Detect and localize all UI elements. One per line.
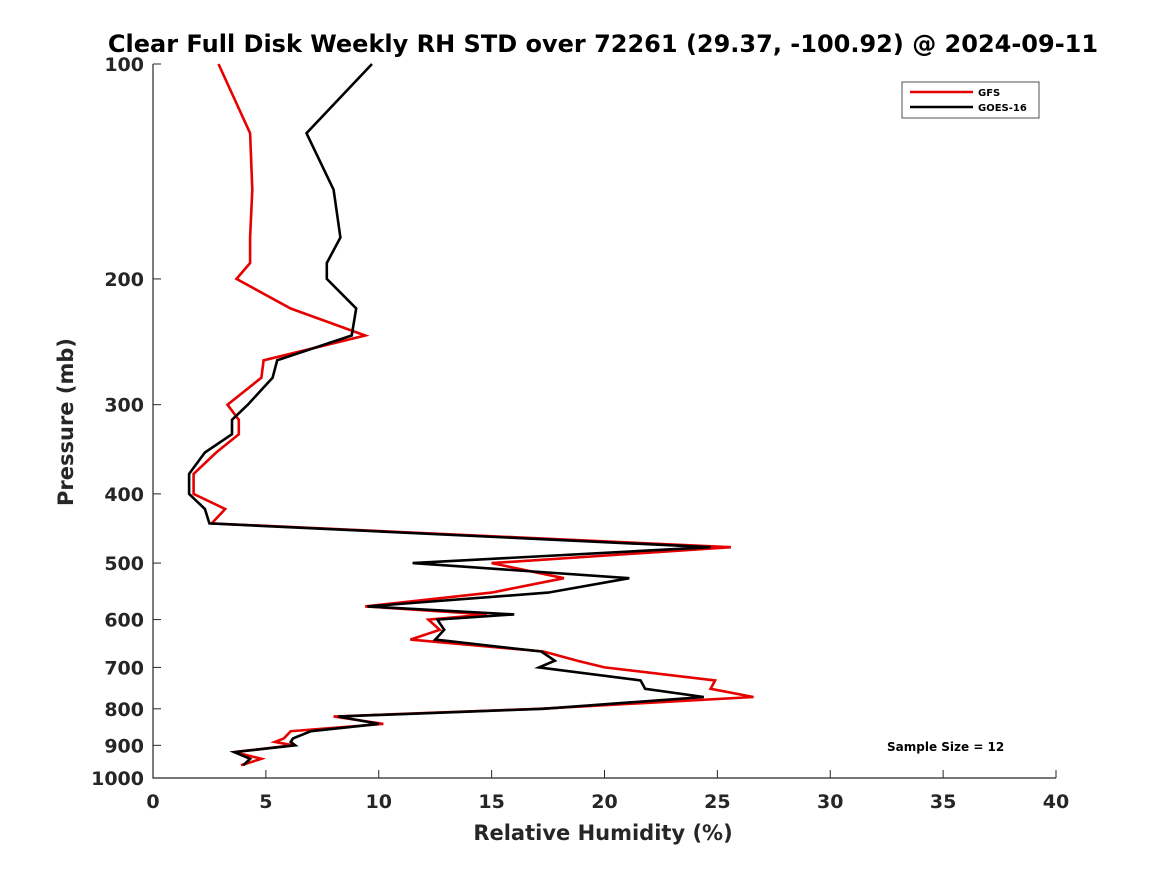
- y-tick-label: 900: [104, 735, 144, 757]
- x-tick-label: 40: [1043, 791, 1069, 813]
- x-tick-label: 20: [591, 791, 617, 813]
- series-line-gfs: [192, 63, 754, 767]
- y-tick-label: 200: [104, 269, 144, 291]
- y-axis-ticks: 100 200 300 400 500 600 700 800 900 1000: [91, 54, 161, 790]
- x-tick-label: 25: [704, 791, 730, 813]
- axes-frame: [152, 64, 1056, 779]
- y-tick-label: 700: [104, 657, 144, 679]
- y-tick-label: 500: [104, 553, 144, 575]
- y-axis-label: Pressure (mb): [54, 338, 78, 506]
- x-tick-label: 10: [366, 791, 392, 813]
- y-tick-label: 400: [104, 484, 144, 506]
- y-tick-label: 1000: [91, 768, 144, 790]
- y-tick-label: 300: [104, 395, 144, 417]
- y-tick-label: 600: [104, 610, 144, 632]
- series-line-goes-16: [187, 63, 711, 767]
- x-tick-label: 30: [817, 791, 843, 813]
- legend-label-gfs: GFS: [978, 88, 1000, 99]
- y-tick-label: 100: [104, 54, 144, 76]
- x-tick-label: 15: [478, 791, 504, 813]
- x-axis-label: Relative Humidity (%): [473, 821, 732, 845]
- sample-size-annotation: Sample Size = 12: [887, 740, 1004, 754]
- series-lines: [187, 63, 754, 767]
- x-tick-label: 5: [259, 791, 272, 813]
- y-tick-label: 800: [104, 699, 144, 721]
- x-axis-ticks: 0 5 10 15 20 25 30 35 40: [146, 770, 1069, 813]
- x-tick-label: 35: [930, 791, 956, 813]
- x-tick-label: 0: [146, 791, 159, 813]
- legend: GFS GOES-16: [901, 81, 1040, 119]
- legend-label-goes16: GOES-16: [978, 103, 1027, 114]
- chart-title: Clear Full Disk Weekly RH STD over 72261…: [108, 30, 1098, 58]
- legend-box: [901, 81, 1040, 119]
- plot-area: 100 200 300 400 500 600 700 800 900 1000 0 5 10 15 20…: [91, 54, 1069, 813]
